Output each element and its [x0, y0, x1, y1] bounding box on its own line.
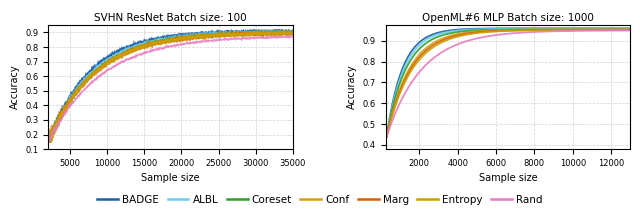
X-axis label: Sample size: Sample size: [141, 173, 200, 183]
Y-axis label: Accuracy: Accuracy: [10, 65, 19, 109]
Legend: BADGE, ALBL, Coreset, Conf, Marg, Entropy, Rand: BADGE, ALBL, Coreset, Conf, Marg, Entrop…: [93, 191, 547, 209]
X-axis label: Sample size: Sample size: [479, 173, 538, 183]
Title: SVHN ResNet Batch size: 100: SVHN ResNet Batch size: 100: [94, 13, 246, 23]
Y-axis label: Accuracy: Accuracy: [347, 65, 357, 109]
Title: OpenML#6 MLP Batch size: 1000: OpenML#6 MLP Batch size: 1000: [422, 13, 594, 23]
